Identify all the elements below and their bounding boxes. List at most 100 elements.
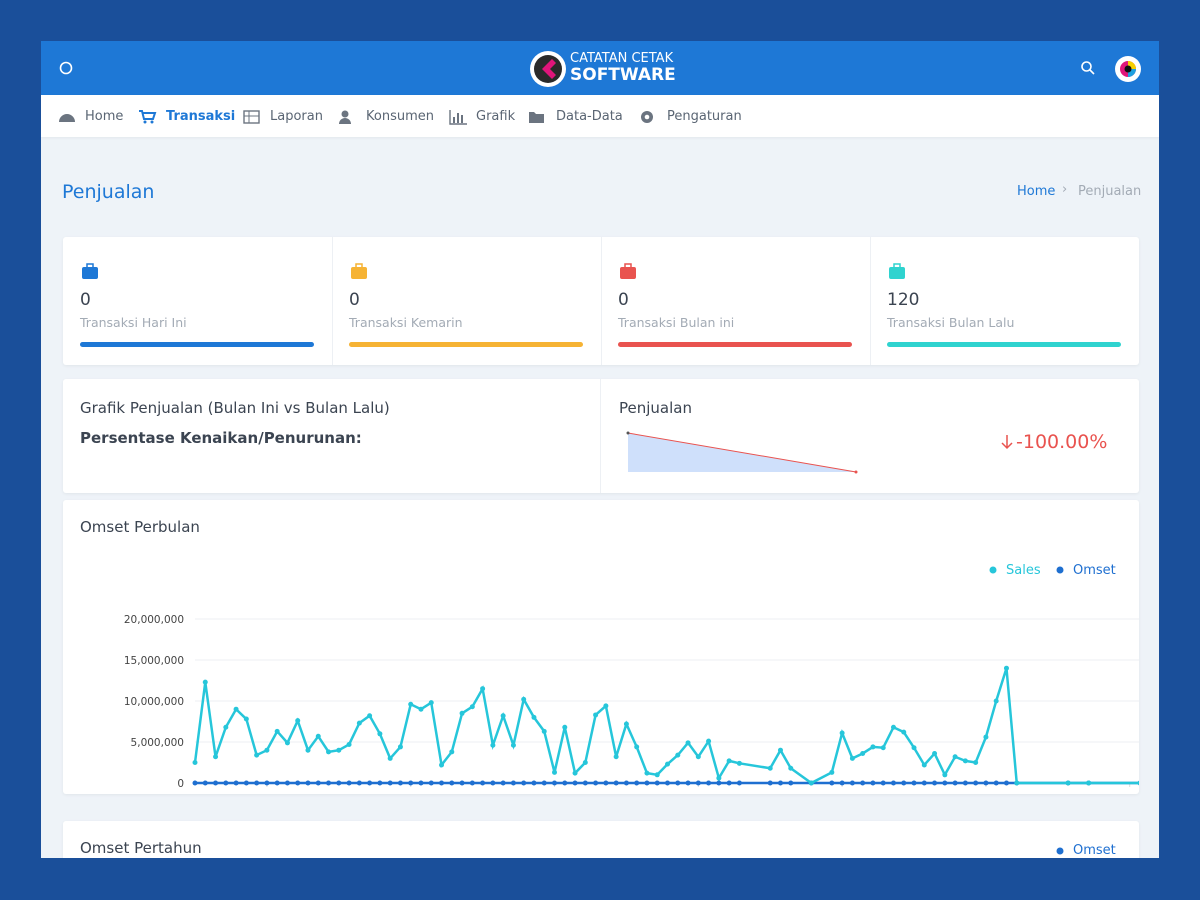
data-point [336,780,342,786]
y-tick-label: 10,000,000 [124,696,184,708]
legend-dot [1056,847,1064,855]
data-point [459,780,465,786]
data-point [562,780,568,786]
data-point [572,780,578,786]
data-point [459,710,465,716]
breadcrumb-separator: › [1062,182,1068,197]
data-point [901,729,907,735]
data-point [469,780,475,786]
nav-item[interactable]: Grafik [476,109,516,124]
divider [870,237,871,365]
data-point [284,740,290,746]
data-point [911,780,917,786]
data-point [962,780,968,786]
avatar[interactable] [1114,55,1142,83]
data-point [593,712,599,718]
data-point [983,734,989,740]
icon-shape [82,267,98,279]
stat-bar [80,342,314,347]
logo-icon [530,51,566,87]
legend-label[interactable]: Omset [1073,563,1116,578]
data-point [685,740,691,746]
legend-label[interactable]: Omset [1073,843,1116,858]
data-point [315,733,321,739]
data-point [623,721,629,727]
data-point [500,713,506,719]
breadcrumb-link[interactable]: Home [1017,184,1056,199]
chart-title: Omset Perbulan [80,518,200,536]
data-point [634,744,640,750]
header-bar: CATATAN CETAK SOFTWARE [41,41,1159,95]
monthly-chart-card: Omset Perbulan [63,500,1139,794]
whatsapp-icon[interactable] [59,61,73,75]
data-point [274,780,280,786]
comparison-card: Grafik Penjualan (Bulan Ini vs Bulan Lal… [63,379,1139,493]
icon-shape [86,263,94,267]
data-point [808,780,814,786]
data-point [962,758,968,764]
data-point [932,750,938,756]
icon-shape [620,267,636,279]
data-point [654,780,660,786]
data-point [942,772,948,778]
nav-item[interactable]: Konsumen [366,109,434,124]
data-point [767,765,773,771]
data-point [685,780,691,786]
nav-item[interactable]: Laporan [270,109,323,124]
data-point [552,780,558,786]
data-point [777,780,783,786]
stat-bar [349,342,583,347]
data-point [480,686,486,692]
data-point [665,780,670,786]
data-point [849,780,855,786]
data-point [870,744,876,750]
logo-bottom: SOFTWARE [570,65,676,85]
data-point [377,780,383,786]
yearly-chart-card: Omset Pertahun Omset [63,821,1139,858]
nav-icons [59,110,653,125]
sparkline-title: Penjualan [619,399,692,417]
data-point [788,780,794,786]
data-point [675,780,681,786]
data-point [295,718,301,724]
divider [600,379,601,493]
y-tick-label: 5,000,000 [131,737,184,749]
data-point [932,780,938,786]
data-point [736,780,742,786]
data-point [439,780,445,786]
data-point [582,760,588,765]
app-window: CATATAN CETAK SOFTWARE Home Transaksi La… [41,41,1159,858]
data-point [870,780,876,786]
nav-item[interactable]: Data-Data [556,109,623,124]
search-icon[interactable] [1080,60,1096,76]
data-point [952,754,958,760]
data-point [295,780,301,786]
data-point [736,760,742,766]
data-point [973,780,979,786]
data-point [521,696,527,702]
data-point [315,780,321,786]
legend-dot [989,566,997,574]
data-point [408,701,414,707]
data-point [326,780,332,786]
data-point [500,780,506,786]
data-point [480,780,486,786]
data-point [192,780,198,786]
data-point [469,704,475,710]
nav-item[interactable]: Home [85,109,124,124]
data-point [942,780,948,786]
nav-item-active[interactable]: Transaksi [166,109,236,124]
nav-item[interactable]: Pengaturan [667,109,742,124]
data-point [582,780,588,786]
legend-label[interactable]: Sales [1006,563,1041,578]
data-point [695,780,701,786]
data-point [233,780,239,786]
stat-value: 120 [887,290,920,310]
data-point [726,758,732,764]
data-point [1086,780,1092,786]
data-point [726,780,732,786]
stat-bar [887,342,1121,347]
stat-icon [351,263,367,279]
data-point [356,720,362,726]
